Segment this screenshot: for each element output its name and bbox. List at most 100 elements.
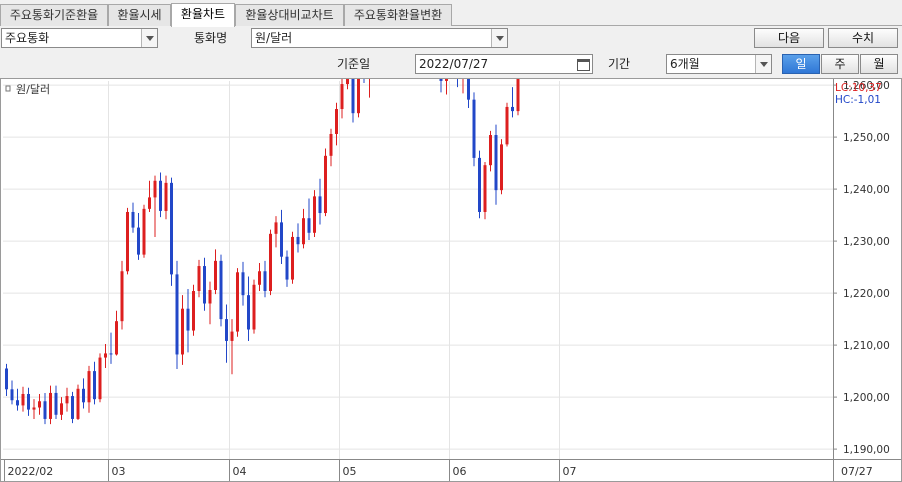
tab-rate-quotes[interactable]: 환율시세 xyxy=(108,4,171,26)
candle-body xyxy=(170,182,173,275)
candle-body xyxy=(104,353,107,358)
candle-body xyxy=(10,389,14,401)
x-tick-label: 07 xyxy=(563,465,577,478)
candle-body xyxy=(131,211,135,228)
y-tick-label: 1,210,00 xyxy=(843,340,890,352)
y-tick-label: 1,260,00 xyxy=(843,80,890,92)
candle-body xyxy=(186,308,190,331)
unit-month-button[interactable]: 월 xyxy=(860,54,898,74)
candle-body xyxy=(313,196,316,233)
tab-bar: 주요통화기준환율 환율시세 환율차트 환율상대비교차트 주요통화환율변환 xyxy=(0,0,902,27)
candle-body xyxy=(483,165,487,212)
candle-body xyxy=(38,401,41,408)
next-button[interactable]: 다음 xyxy=(754,28,824,48)
candle-body xyxy=(71,396,74,419)
series-legend-label: 원/달러 xyxy=(16,83,50,96)
candle-body xyxy=(230,331,234,341)
candle-body xyxy=(291,236,294,280)
candle-body xyxy=(82,388,85,403)
candle-body xyxy=(32,407,36,410)
candle-body xyxy=(54,392,58,415)
candle-body xyxy=(87,371,91,403)
candle-body xyxy=(120,271,124,322)
candle-body xyxy=(445,61,448,81)
candle-body xyxy=(478,157,481,212)
candle-body xyxy=(203,266,206,304)
candle-body xyxy=(159,180,162,211)
candle-body xyxy=(137,227,140,255)
chevron-down-icon[interactable] xyxy=(141,29,157,47)
chevron-down-icon[interactable] xyxy=(491,29,507,47)
candle-body xyxy=(65,396,69,404)
candle-body xyxy=(335,109,338,134)
candle-body xyxy=(318,196,322,214)
candle-body xyxy=(324,155,327,214)
candle-body xyxy=(5,368,8,390)
candle-body xyxy=(494,135,498,191)
query-button[interactable]: 수치 xyxy=(828,28,898,48)
currency-value: 원/달러 xyxy=(255,31,293,45)
candle-body xyxy=(489,135,492,166)
candle-body xyxy=(269,233,272,292)
candle-body xyxy=(153,180,157,198)
chevron-down-icon[interactable] xyxy=(755,55,771,73)
y-tick-label: 1,250,00 xyxy=(843,132,890,144)
candle-body xyxy=(351,19,355,114)
candle-body xyxy=(505,106,509,145)
toolbar-row-2: 기준일 2022/07/27 기간 6개월 일 주 월 xyxy=(0,52,902,78)
candle-body xyxy=(181,308,184,355)
candle-body xyxy=(500,144,503,191)
x-tick-label: 06 xyxy=(453,465,467,478)
candle-body xyxy=(467,52,470,100)
base-date-value: 2022/07/27 xyxy=(419,57,489,71)
tab-rate-converter[interactable]: 주요통화환율변환 xyxy=(344,4,452,26)
tab-major-base-rate[interactable]: 주요통화기준환율 xyxy=(0,4,108,26)
candle-body xyxy=(280,222,283,257)
y-tick-label: 1,190,00 xyxy=(843,444,890,456)
currency-group-select[interactable]: 주요통화 xyxy=(1,28,158,48)
candle-body xyxy=(302,218,305,245)
x-tick-label: 04 xyxy=(233,465,247,478)
candle-body xyxy=(252,284,256,330)
tab-rate-chart[interactable]: 환율차트 xyxy=(171,3,235,27)
candle-body xyxy=(126,211,129,272)
info-hc-label: HC:-1,01 xyxy=(835,94,881,106)
period-select[interactable]: 6개월 xyxy=(666,54,772,74)
currency-select[interactable]: 원/달러 xyxy=(251,28,508,48)
candle-body xyxy=(16,400,19,406)
legend-marker xyxy=(5,85,11,92)
calendar-icon[interactable] xyxy=(575,56,591,72)
y-tick-label: 1,230,00 xyxy=(843,236,890,248)
candle-body xyxy=(60,403,63,415)
tab-relative-compare-chart[interactable]: 환율상대비교차트 xyxy=(235,4,344,26)
candle-body xyxy=(115,321,118,355)
x-tick-label: 05 xyxy=(343,465,357,478)
unit-week-button[interactable]: 주 xyxy=(821,54,859,74)
candle-body xyxy=(93,371,96,400)
base-date-input[interactable]: 2022/07/27 xyxy=(415,54,593,74)
candle-body xyxy=(142,208,146,255)
candle-body xyxy=(192,291,195,331)
candle-body xyxy=(472,99,476,158)
candle-body xyxy=(329,133,333,156)
info-lc-label: LC:10,37 xyxy=(835,82,882,94)
candle-body xyxy=(214,260,217,290)
candle-body xyxy=(247,295,250,330)
unit-day-button[interactable]: 일 xyxy=(782,54,820,74)
x-tick-label: 03 xyxy=(112,465,126,478)
candle-series xyxy=(5,0,531,425)
grid-lines xyxy=(3,32,833,459)
toolbar-row-1: 주요통화 통화명 원/달러 다음 수치 xyxy=(0,26,902,52)
candle-body xyxy=(197,266,201,292)
candle-body xyxy=(208,289,212,304)
candle-body xyxy=(109,353,113,355)
candle-body xyxy=(43,401,47,419)
candle-body xyxy=(241,272,245,296)
candle-body xyxy=(263,271,267,292)
candle-body xyxy=(76,388,80,419)
x-end-label: 07/27 xyxy=(841,465,873,478)
candle-body xyxy=(175,274,179,355)
y-tick-label: 1,220,00 xyxy=(843,288,890,300)
